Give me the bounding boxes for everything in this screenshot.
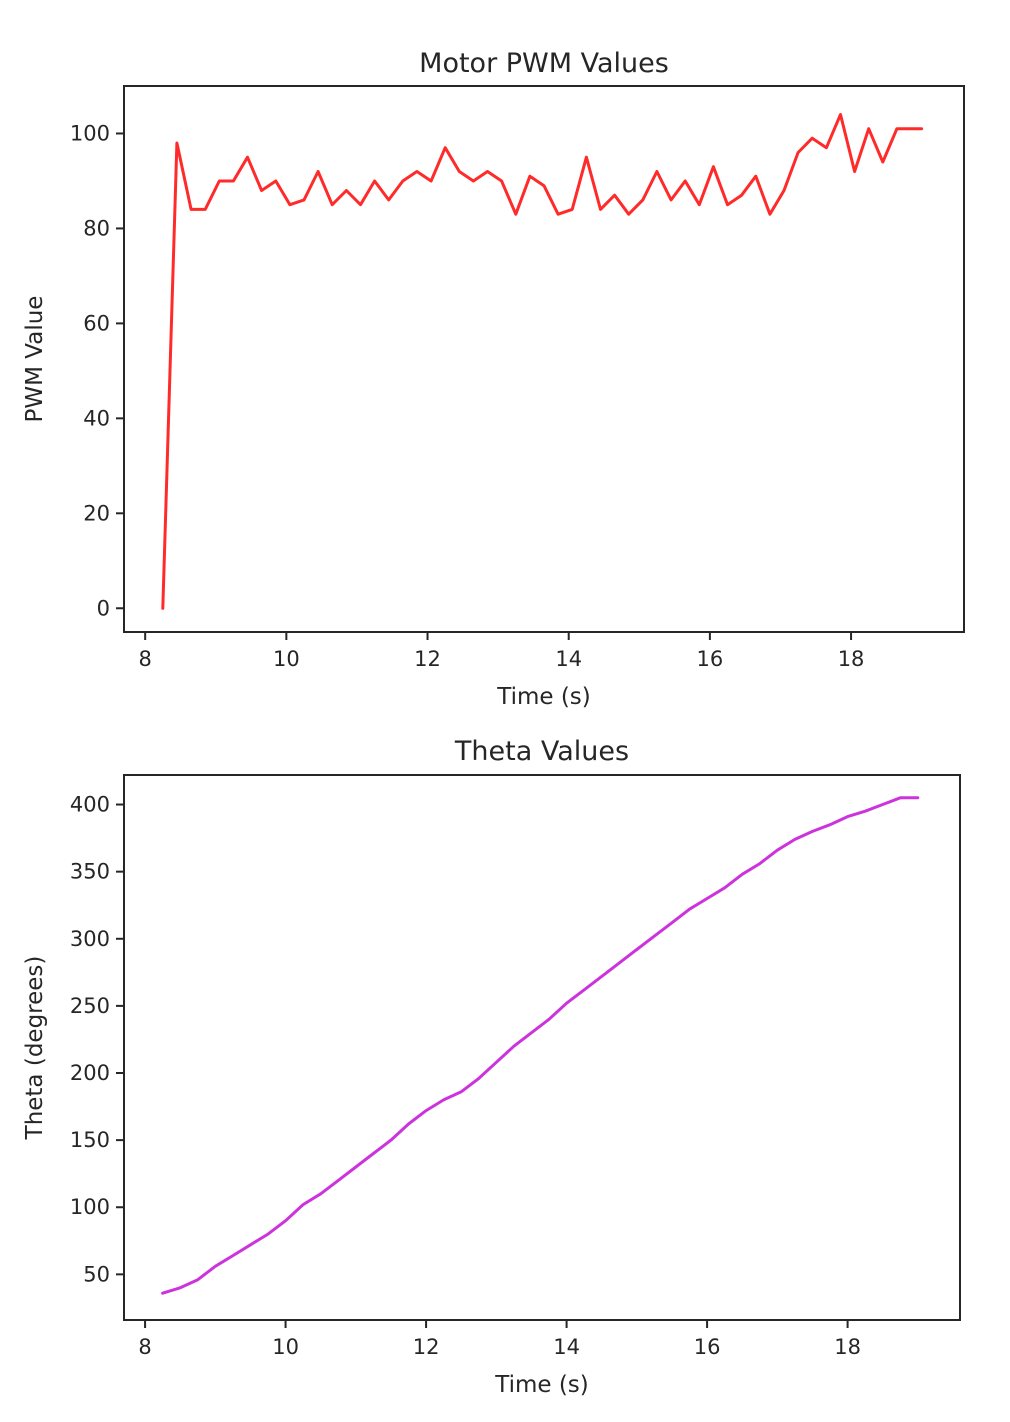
theta-plot-frame bbox=[123, 774, 961, 1321]
pwm-x-tick-label-18: 18 bbox=[838, 647, 865, 671]
pwm-x-axis-label: Time (s) bbox=[496, 684, 591, 710]
theta-y-tick-label-100: 100 bbox=[70, 1195, 110, 1219]
theta-x-tick-label-18: 18 bbox=[834, 1335, 861, 1359]
pwm-x-tick-label-16: 16 bbox=[697, 647, 724, 671]
pwm-x-tick-label-14: 14 bbox=[555, 647, 582, 671]
pwm-y-tick-label-60: 60 bbox=[83, 311, 110, 335]
theta-y-axis-label: Theta (degrees) bbox=[22, 956, 48, 1141]
pwm-chart-title: Motor PWM Values bbox=[419, 48, 669, 79]
pwm-y-tick-label-80: 80 bbox=[83, 216, 110, 240]
theta-y-tick-label-350: 350 bbox=[70, 860, 110, 884]
pwm-y-tick-label-0: 0 bbox=[97, 596, 110, 620]
theta-x-tick-label-8: 8 bbox=[138, 1335, 151, 1359]
pwm-x-tick-label-12: 12 bbox=[414, 647, 441, 671]
pwm-y-tick-label-40: 40 bbox=[83, 406, 110, 430]
pwm-series-line-0 bbox=[161, 113, 924, 610]
theta-chart: Theta Values 8 10 12 14 16 18 50 100 150 200 250 300… bbox=[22, 736, 961, 1398]
theta-y-tick-label-250: 250 bbox=[70, 994, 110, 1018]
theta-series-line-0 bbox=[161, 796, 920, 1295]
theta-x-tick-label-16: 16 bbox=[694, 1335, 721, 1359]
pwm-chart: Motor PWM Values 8 10 12 14 16 18 0 20 40 60 80 100 T… bbox=[22, 48, 965, 710]
theta-y-tick-label-300: 300 bbox=[70, 927, 110, 951]
pwm-x-tick-label-8: 8 bbox=[138, 647, 151, 671]
theta-x-axis-label: Time (s) bbox=[494, 1372, 589, 1398]
theta-x-tick-label-12: 12 bbox=[413, 1335, 440, 1359]
theta-y-tick-label-150: 150 bbox=[70, 1128, 110, 1152]
theta-chart-title: Theta Values bbox=[454, 736, 629, 767]
theta-y-tick-label-400: 400 bbox=[70, 793, 110, 817]
pwm-x-tick-label-10: 10 bbox=[273, 647, 300, 671]
theta-y-tick-label-50: 50 bbox=[83, 1262, 110, 1286]
theta-x-tick-label-14: 14 bbox=[553, 1335, 580, 1359]
pwm-y-axis-label: PWM Value bbox=[22, 296, 48, 423]
pwm-y-tick-label-20: 20 bbox=[83, 501, 110, 525]
pwm-y-tick-label-100: 100 bbox=[70, 121, 110, 145]
pwm-plot-frame bbox=[123, 85, 965, 633]
theta-x-tick-label-10: 10 bbox=[272, 1335, 299, 1359]
theta-y-tick-label-200: 200 bbox=[70, 1061, 110, 1085]
